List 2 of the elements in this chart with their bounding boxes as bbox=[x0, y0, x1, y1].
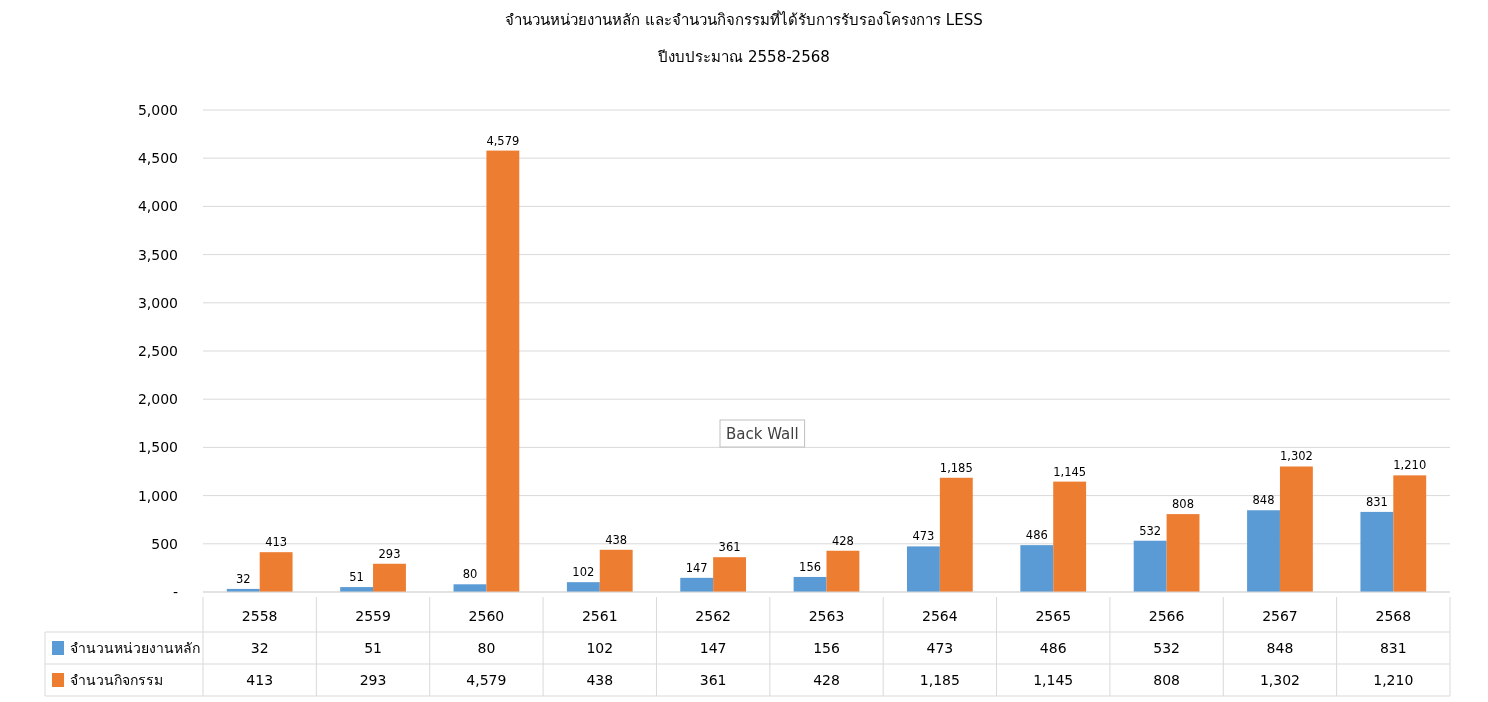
subtitle: ปีงบประมาณ 2558-2568 bbox=[658, 48, 830, 66]
title: จำนวนหน่วยงานหลัก และจำนวนกิจกรรมที่ได้รับการรับรองโครงการ LESS bbox=[505, 11, 983, 29]
